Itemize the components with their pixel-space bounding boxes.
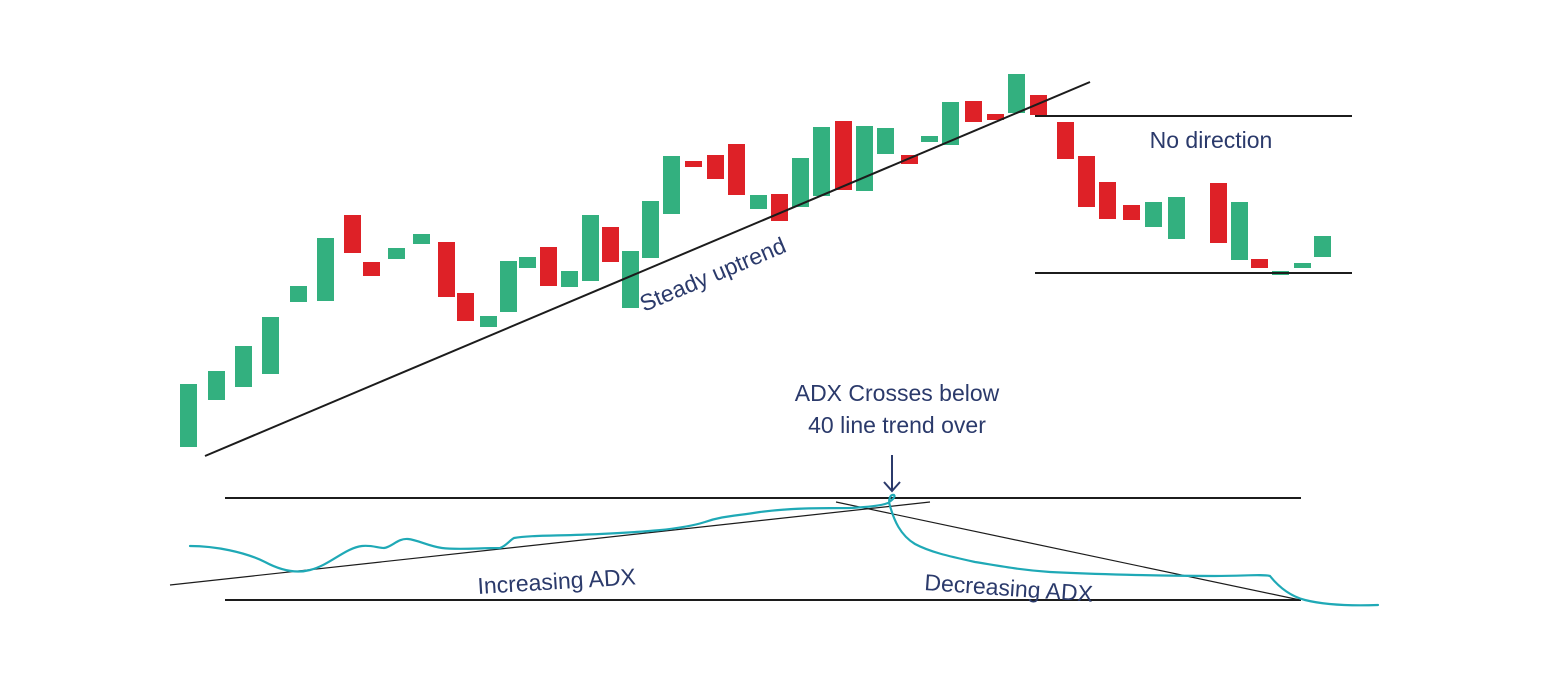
bearish-candle (602, 227, 619, 262)
decreasing-adx-label: Decreasing ADX (924, 569, 1094, 607)
bearish-candle (1057, 122, 1074, 159)
bearish-candle (1078, 156, 1095, 207)
bearish-candle (1251, 259, 1268, 268)
bearish-candle (987, 114, 1004, 120)
adx-cross-note-line2: 40 line trend over (808, 412, 986, 438)
bullish-candle (262, 317, 279, 374)
bearish-candle (965, 101, 982, 122)
decreasing-adx-trendline (835, 501, 1301, 601)
bearish-candle (835, 121, 852, 190)
bearish-candle (1123, 205, 1140, 220)
bearish-candle (457, 293, 474, 321)
bullish-candle (663, 156, 680, 214)
bullish-candle (642, 201, 659, 258)
bearish-candle (363, 262, 380, 276)
bullish-candle (208, 371, 225, 400)
bullish-candle (942, 102, 959, 145)
bearish-candle (1210, 183, 1227, 243)
increasing-adx-label: Increasing ADX (477, 563, 637, 599)
adx-cross-note-line1: ADX Crosses below (795, 380, 1000, 406)
bullish-candle (317, 238, 334, 301)
bullish-candle (1168, 197, 1185, 239)
bullish-candle (500, 261, 517, 312)
bearish-candle (901, 155, 918, 164)
bearish-candle (685, 161, 702, 167)
bullish-candle (856, 126, 873, 191)
bearish-candle (438, 242, 455, 297)
bullish-candle (921, 136, 938, 142)
bullish-candle (388, 248, 405, 259)
bearish-candle (1030, 95, 1047, 115)
bullish-candle (622, 251, 639, 308)
bullish-candle (519, 257, 536, 268)
bearish-candle (1099, 182, 1116, 219)
bullish-candle (290, 286, 307, 302)
bullish-candle (480, 316, 497, 327)
bullish-candle (1294, 263, 1311, 268)
bullish-candle (750, 195, 767, 209)
bullish-candle (235, 346, 252, 387)
no-direction-label: No direction (1150, 127, 1273, 153)
bullish-candle (1231, 202, 1248, 260)
bullish-candle (1314, 236, 1331, 257)
bullish-candle (1145, 202, 1162, 227)
bullish-candle (877, 128, 894, 154)
bullish-candle (561, 271, 578, 287)
uptrend-line (204, 81, 1091, 457)
bullish-candle (792, 158, 809, 207)
adx-curve (188, 493, 1380, 607)
bearish-candle (540, 247, 557, 286)
bullish-candle (1008, 74, 1025, 113)
bearish-candle (707, 155, 724, 179)
arrow-down-icon (883, 455, 901, 493)
bearish-candle (344, 215, 361, 253)
bearish-candle (728, 144, 745, 195)
bullish-candle (413, 234, 430, 244)
bullish-candle (180, 384, 197, 447)
bearish-candle (771, 194, 788, 221)
bullish-candle (813, 127, 830, 196)
bullish-candle (582, 215, 599, 281)
